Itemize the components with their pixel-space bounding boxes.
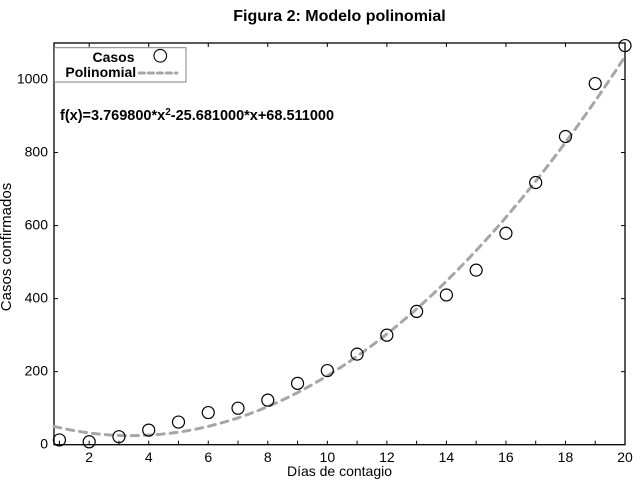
svg-text:20: 20 [617, 449, 633, 465]
svg-text:f(x)=3.769800*x2-25.681000*x+6: f(x)=3.769800*x2-25.681000*x+68.511000 [60, 107, 334, 125]
svg-text:4: 4 [145, 449, 153, 465]
svg-text:800: 800 [25, 144, 49, 160]
svg-text:14: 14 [439, 449, 455, 465]
svg-text:2: 2 [85, 449, 93, 465]
svg-text:18: 18 [558, 449, 574, 465]
svg-text:400: 400 [25, 290, 49, 306]
svg-text:8: 8 [264, 449, 272, 465]
svg-text:Polinomial: Polinomial [65, 64, 136, 80]
svg-text:600: 600 [25, 217, 49, 233]
svg-text:Casos: Casos [92, 49, 134, 65]
svg-text:6: 6 [204, 449, 212, 465]
svg-text:0: 0 [40, 436, 48, 452]
svg-text:200: 200 [25, 363, 49, 379]
svg-text:Casos confirmados: Casos confirmados [0, 183, 15, 311]
svg-text:16: 16 [498, 449, 514, 465]
svg-text:1000: 1000 [17, 71, 48, 87]
svg-text:Días de contagio: Días de contagio [287, 463, 392, 479]
